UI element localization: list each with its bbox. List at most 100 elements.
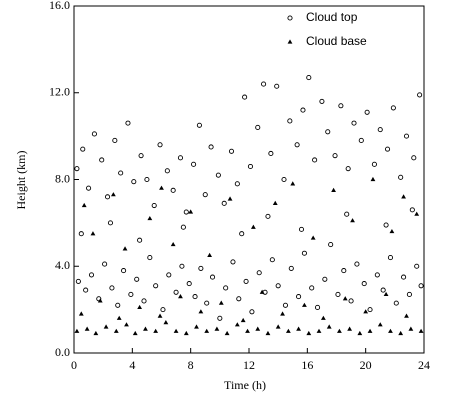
point <box>81 202 87 208</box>
point <box>74 166 80 172</box>
point <box>80 146 86 152</box>
point <box>250 224 256 229</box>
point <box>409 207 415 213</box>
point <box>153 283 159 289</box>
point <box>242 94 248 100</box>
point <box>287 118 293 124</box>
point <box>90 231 96 236</box>
point <box>332 153 338 159</box>
x-tick-label: 20 <box>360 358 372 372</box>
point <box>91 131 97 137</box>
point <box>137 304 143 310</box>
point <box>259 289 265 294</box>
point <box>351 120 357 126</box>
point <box>78 311 84 316</box>
point <box>209 274 216 280</box>
point <box>147 255 153 261</box>
point <box>178 294 183 299</box>
point <box>268 150 274 157</box>
point <box>245 328 250 333</box>
point <box>115 302 121 308</box>
point <box>109 285 115 291</box>
point <box>414 263 420 269</box>
point <box>306 75 312 81</box>
point <box>370 176 376 182</box>
point <box>358 137 364 144</box>
point <box>125 120 131 126</box>
point <box>204 300 210 306</box>
point <box>300 107 306 113</box>
point <box>256 270 262 276</box>
point <box>179 263 185 269</box>
point <box>183 330 189 336</box>
point <box>401 194 406 199</box>
point <box>173 289 179 295</box>
x-tick-label: 0 <box>71 358 77 372</box>
point <box>170 187 176 193</box>
point <box>93 330 99 336</box>
point <box>306 330 312 336</box>
point <box>134 276 140 282</box>
point <box>314 304 321 311</box>
y-tick-label: 0.0 <box>55 345 70 359</box>
point <box>296 326 301 331</box>
point <box>191 161 197 167</box>
point <box>221 200 227 206</box>
point <box>301 250 307 256</box>
point <box>380 287 386 293</box>
point <box>194 324 199 329</box>
point <box>143 326 148 331</box>
point <box>274 83 280 89</box>
point <box>78 231 84 237</box>
point <box>404 313 409 318</box>
point <box>107 220 114 226</box>
point <box>204 328 210 333</box>
point <box>217 315 223 321</box>
point <box>75 278 81 284</box>
y-tick-label: 12.0 <box>49 85 70 99</box>
point <box>186 281 192 287</box>
point <box>294 142 300 148</box>
point <box>361 281 367 287</box>
point <box>132 330 138 336</box>
point <box>88 272 95 278</box>
point <box>302 302 307 307</box>
point <box>280 311 285 316</box>
point <box>364 109 370 115</box>
x-tick-label: 16 <box>301 358 313 372</box>
point <box>110 192 116 197</box>
point <box>374 272 380 278</box>
point <box>247 163 254 170</box>
point <box>234 322 240 327</box>
point <box>131 179 137 185</box>
point <box>84 326 90 331</box>
point <box>224 330 230 336</box>
point <box>188 209 194 214</box>
point <box>128 291 134 297</box>
point <box>328 242 334 248</box>
point <box>310 235 316 240</box>
point <box>249 309 255 315</box>
point <box>367 328 373 333</box>
point <box>363 309 369 314</box>
point <box>384 146 391 152</box>
point <box>406 291 412 297</box>
point <box>227 196 233 201</box>
point <box>198 265 204 271</box>
x-tick-label: 24 <box>418 358 430 372</box>
point <box>159 185 164 190</box>
point <box>177 155 184 161</box>
point <box>122 246 128 251</box>
point <box>345 166 351 172</box>
point <box>198 309 204 314</box>
y-tick-label: 4.0 <box>55 258 70 272</box>
point <box>118 170 124 176</box>
legend-marker <box>287 39 293 44</box>
point <box>338 103 344 109</box>
x-tick-label: 12 <box>243 358 255 372</box>
point <box>137 237 143 243</box>
point <box>192 294 198 300</box>
point <box>116 315 122 320</box>
point <box>265 213 271 219</box>
